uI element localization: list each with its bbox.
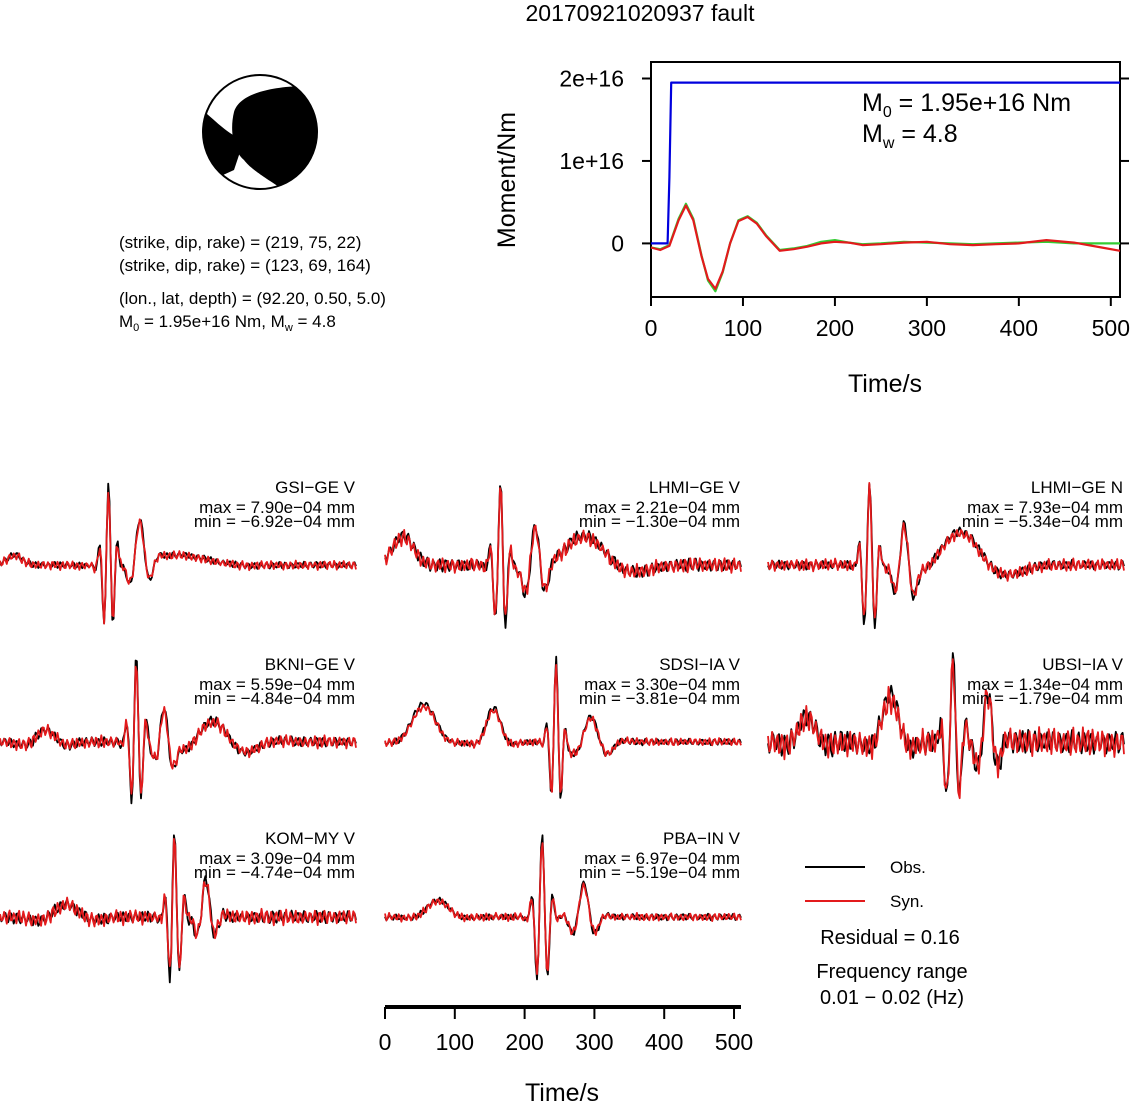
mechanism-magnitude: M0 = 1.95e+16 Nm, Mw = 4.8 bbox=[119, 312, 336, 334]
moment-m0-annotation: M0 = 1.95e+16 Nm bbox=[862, 89, 1071, 121]
moment-plot-frame bbox=[650, 61, 1121, 298]
moment-x-tick-label: 0 bbox=[645, 315, 658, 341]
moment-axes-layer: 0 100 200 300 400 500 0 1e+16 2e+16 bbox=[559, 65, 1130, 341]
legend-obs-label: Obs. bbox=[890, 858, 926, 877]
synthetic-trace bbox=[767, 481, 1125, 619]
frequency-range-value: 0.01 − 0.02 (Hz) bbox=[820, 987, 964, 1009]
moment-y-tick-label: 2e+16 bbox=[559, 65, 624, 91]
station-name-label: UBSI−IA V bbox=[1042, 655, 1123, 674]
synthetic-trace bbox=[384, 664, 742, 793]
station-max-label: max = 2.21e−04 mm bbox=[584, 498, 740, 517]
station-max-label: max = 7.90e−04 mm bbox=[199, 498, 355, 517]
moment-series-layer bbox=[650, 81, 1121, 293]
figure-title: 20170921020937 fault bbox=[526, 0, 756, 26]
station-max-label: max = 5.59e−04 mm bbox=[199, 675, 355, 694]
station-max-label: max = 6.97e−04 mm bbox=[584, 849, 740, 868]
station-name-label: SDSI−IA V bbox=[659, 655, 740, 674]
moment-x-tick-label: 200 bbox=[816, 315, 854, 341]
station-max-label: max = 1.34e−04 mm bbox=[967, 675, 1123, 694]
station-min-label: min = −1.79e−04 mm bbox=[962, 689, 1123, 708]
moment-x-tick-label: 300 bbox=[908, 315, 946, 341]
station-min-label: min = −6.92e−04 mm bbox=[194, 512, 355, 531]
waveform-legend: Obs. Syn. bbox=[805, 858, 926, 911]
station-name-label: LHMI−GE V bbox=[649, 478, 741, 497]
station-min-label: min = −5.19e−04 mm bbox=[579, 863, 740, 882]
station-name-label: KOM−MY V bbox=[265, 829, 356, 848]
synthetic-trace bbox=[767, 658, 1125, 800]
waveform-time-axis: 0 100 200 300 400 500 bbox=[379, 1005, 753, 1055]
moment-y-tick-label: 0 bbox=[611, 230, 624, 256]
moment-rate-red-line bbox=[650, 204, 1121, 290]
beachball-icon bbox=[202, 74, 318, 190]
synthetic-trace bbox=[384, 842, 742, 975]
moment-rate-green-line bbox=[650, 202, 1120, 293]
station-max-label: max = 7.93e−04 mm bbox=[967, 498, 1123, 517]
waveform-x-tick-label: 400 bbox=[645, 1029, 683, 1055]
station-min-label: min = −4.74e−04 mm bbox=[194, 863, 355, 882]
station-max-label: max = 3.30e−04 mm bbox=[584, 675, 740, 694]
station-min-label: min = −5.34e−04 mm bbox=[962, 512, 1123, 531]
station-max-label: max = 3.09e−04 mm bbox=[199, 849, 355, 868]
synthetic-trace bbox=[384, 487, 742, 616]
cumulative-moment-line bbox=[651, 81, 1120, 245]
mechanism-plane-2: (strike, dip, rake) = (123, 69, 164) bbox=[119, 256, 371, 275]
residual-text: Residual = 0.16 bbox=[820, 927, 960, 949]
moment-x-tick-label: 400 bbox=[1000, 315, 1038, 341]
waveform-x-tick-label: 0 bbox=[379, 1029, 392, 1055]
synthetic-trace bbox=[0, 665, 357, 795]
station-min-label: min = −3.81e−04 mm bbox=[579, 689, 740, 708]
moment-x-tick-label: 500 bbox=[1092, 315, 1130, 341]
waveform-x-tick-label: 500 bbox=[715, 1029, 753, 1055]
station-min-label: min = −4.84e−04 mm bbox=[194, 689, 355, 708]
moment-x-tick-label: 100 bbox=[724, 315, 762, 341]
legend-syn-label: Syn. bbox=[890, 892, 924, 911]
moment-y-axis-label: Moment/Nm bbox=[493, 112, 521, 248]
moment-function-panel: 0 100 200 300 400 500 0 1e+16 2e+16 M0 = 1.95e+1… bbox=[493, 61, 1130, 398]
waveform-x-axis-label: Time/s bbox=[525, 1079, 599, 1104]
synthetic-trace bbox=[0, 837, 357, 969]
moment-y-tick-label: 1e+16 bbox=[559, 148, 624, 174]
station-name-label: PBA−IN V bbox=[663, 829, 741, 848]
station-name-label: BKNI−GE V bbox=[265, 655, 356, 674]
synthetic-trace bbox=[0, 491, 357, 625]
waveform-x-tick-label: 200 bbox=[505, 1029, 543, 1055]
station-min-label: min = −1.30e−04 mm bbox=[579, 512, 740, 531]
waveform-x-tick-label: 300 bbox=[575, 1029, 613, 1055]
mechanism-plane-1: (strike, dip, rake) = (219, 75, 22) bbox=[119, 233, 361, 252]
moment-x-axis-label: Time/s bbox=[848, 370, 922, 398]
station-name-label: LHMI−GE N bbox=[1031, 478, 1123, 497]
mechanism-location: (lon., lat, depth) = (92.20, 0.50, 5.0) bbox=[119, 289, 386, 308]
moment-mw-annotation: Mw = 4.8 bbox=[862, 120, 958, 152]
waveform-x-tick-label: 100 bbox=[436, 1029, 474, 1055]
frequency-range-label: Frequency range bbox=[816, 961, 967, 983]
station-name-label: GSI−GE V bbox=[275, 478, 355, 497]
